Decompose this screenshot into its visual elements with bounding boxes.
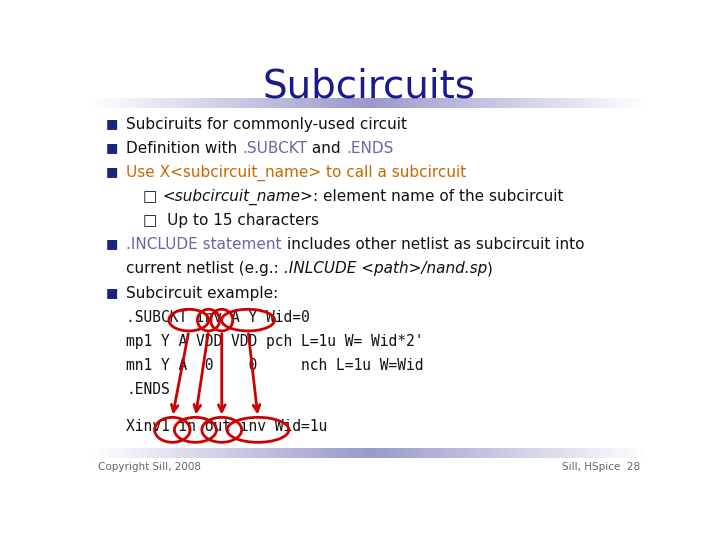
Text: Use X<subcircuit_name> to call a subcircuit: Use X<subcircuit_name> to call a subcirc… [126, 165, 467, 181]
Text: ■: ■ [106, 165, 118, 178]
Text: mn1 Y A  0    0     nch L=1u W=Wid: mn1 Y A 0 0 nch L=1u W=Wid [126, 358, 424, 373]
Text: Subciruits for commonly-used circuit: Subciruits for commonly-used circuit [126, 117, 408, 132]
Text: and: and [307, 141, 346, 156]
Text: Definition with: Definition with [126, 141, 243, 156]
Text: .SUBCKT Inv A Y Wid=0: .SUBCKT Inv A Y Wid=0 [126, 310, 310, 325]
Text: .SUBCKT: .SUBCKT [243, 141, 307, 156]
Text: .INCLUDE statement: .INCLUDE statement [126, 238, 287, 252]
Text: ■: ■ [106, 286, 118, 299]
Text: Subcircuits: Subcircuits [263, 68, 475, 105]
Text: ■: ■ [106, 117, 118, 130]
Text: ): ) [487, 261, 493, 276]
Text: ■: ■ [106, 238, 118, 251]
Text: .INLCUDE <path>/nand.sp: .INLCUDE <path>/nand.sp [284, 261, 487, 276]
Text: .ENDS: .ENDS [126, 382, 170, 397]
Text: □: □ [143, 189, 162, 204]
Text: Xinv1 in out inv Wid=1u: Xinv1 in out inv Wid=1u [126, 420, 328, 435]
Text: □  Up to 15 characters: □ Up to 15 characters [143, 213, 319, 228]
Text: .ENDS: .ENDS [346, 141, 393, 156]
Text: <subcircuit_name>: <subcircuit_name> [162, 189, 313, 205]
Text: Sill, HSpice  28: Sill, HSpice 28 [562, 462, 639, 472]
Text: Copyright Sill, 2008: Copyright Sill, 2008 [99, 462, 202, 472]
Text: ■: ■ [106, 141, 118, 154]
Text: : element name of the subcircuit: : element name of the subcircuit [313, 189, 564, 204]
Text: Subcircuit example:: Subcircuit example: [126, 286, 279, 301]
Text: current netlist (e.g.:: current netlist (e.g.: [126, 261, 284, 276]
Text: includes other netlist as subcircuit into: includes other netlist as subcircuit int… [287, 238, 584, 252]
Text: mp1 Y A VDD VDD pch L=1u W= Wid*2': mp1 Y A VDD VDD pch L=1u W= Wid*2' [126, 334, 424, 349]
